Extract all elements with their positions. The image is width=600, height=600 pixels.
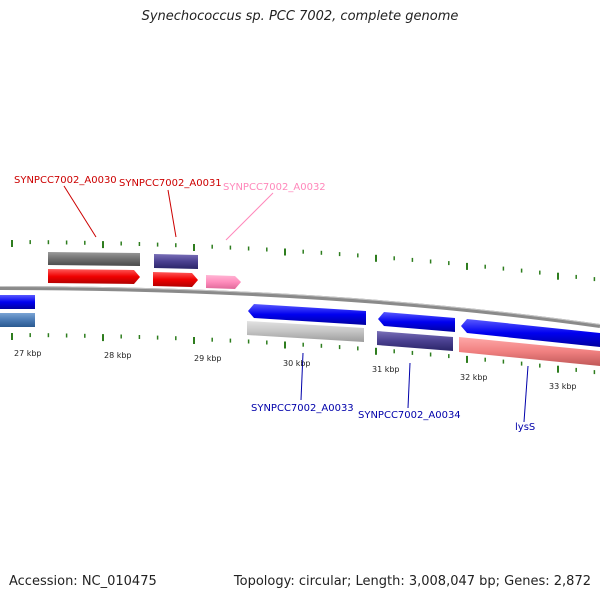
left-steel-bar[interactable] [0, 313, 35, 327]
ruler-label-29kbp: 29 kbp [194, 354, 222, 363]
left-blue-cds[interactable] [0, 295, 35, 309]
callout-line-lyss [523, 365, 529, 423]
label-a0033[interactable]: SYNPCC7002_A0033 [251, 403, 354, 414]
genome-backbone [0, 286, 600, 328]
gene-a0033-cds-arrow[interactable] [248, 304, 366, 325]
gene-a0032-pseudo-arrow[interactable] [206, 275, 241, 289]
inner-ruler-ticks [11, 333, 596, 375]
gene-SYNPCC7002_A0031[interactable] [153, 254, 198, 287]
gene-a0034-cds-arrow[interactable] [378, 312, 455, 332]
callout-line-a0030 [63, 185, 97, 238]
label-a0031[interactable]: SYNPCC7002_A0031 [119, 178, 222, 189]
gene-SYNPCC7002_A0034[interactable] [377, 312, 455, 351]
genome-info-text: Topology: circular; Length: 3,008,047 bp… [233, 574, 591, 589]
gene-a0031-cds-arrow[interactable] [153, 272, 198, 287]
label-lyss[interactable]: lysS [515, 422, 535, 433]
gene-SYNPCC7002_A0030[interactable] [48, 252, 140, 284]
gene-lyss-cds-arrow[interactable] [461, 319, 600, 347]
gene-a0034-purple-bar[interactable] [377, 331, 453, 351]
label-a0030[interactable]: SYNPCC7002_A0030 [14, 175, 117, 186]
outer-ruler-ticks [11, 240, 596, 282]
callout-line-a0033 [300, 352, 304, 401]
ruler-label-33kbp: 33 kbp [549, 382, 577, 391]
label-a0032[interactable]: SYNPCC7002_A0032 [223, 182, 326, 193]
callout-line-a0031 [167, 189, 177, 238]
gene-left-partial[interactable] [0, 295, 35, 327]
ruler-label-31kbp: 31 kbp [372, 365, 400, 374]
gene-SYNPCC7002_A0032[interactable] [206, 275, 241, 289]
callout-line-a0034 [407, 362, 411, 409]
ruler-label-30kbp: 30 kbp [283, 359, 311, 368]
callout-line-a0032 [225, 192, 274, 241]
ruler-label-32kbp: 32 kbp [460, 373, 488, 382]
ruler-label-27kbp: 27 kbp [14, 349, 42, 358]
gene-lyss-salmon-bar[interactable] [459, 337, 600, 366]
gene-a0030-gray-bar[interactable] [48, 252, 140, 266]
gene-a0030-cds-arrow[interactable] [48, 269, 140, 284]
gene-a0033-light-bar[interactable] [247, 321, 364, 342]
map-title: Synechococcus sp. PCC 7002, complete gen… [141, 9, 459, 24]
accession-text: Accession: NC_010475 [9, 574, 157, 589]
gene-SYNPCC7002_A0033[interactable] [247, 304, 366, 342]
gene-a0031-purple-bar[interactable] [154, 254, 198, 269]
label-a0034[interactable]: SYNPCC7002_A0034 [358, 410, 461, 421]
ruler-label-28kbp: 28 kbp [104, 351, 132, 360]
gene-lysS[interactable] [459, 319, 600, 366]
